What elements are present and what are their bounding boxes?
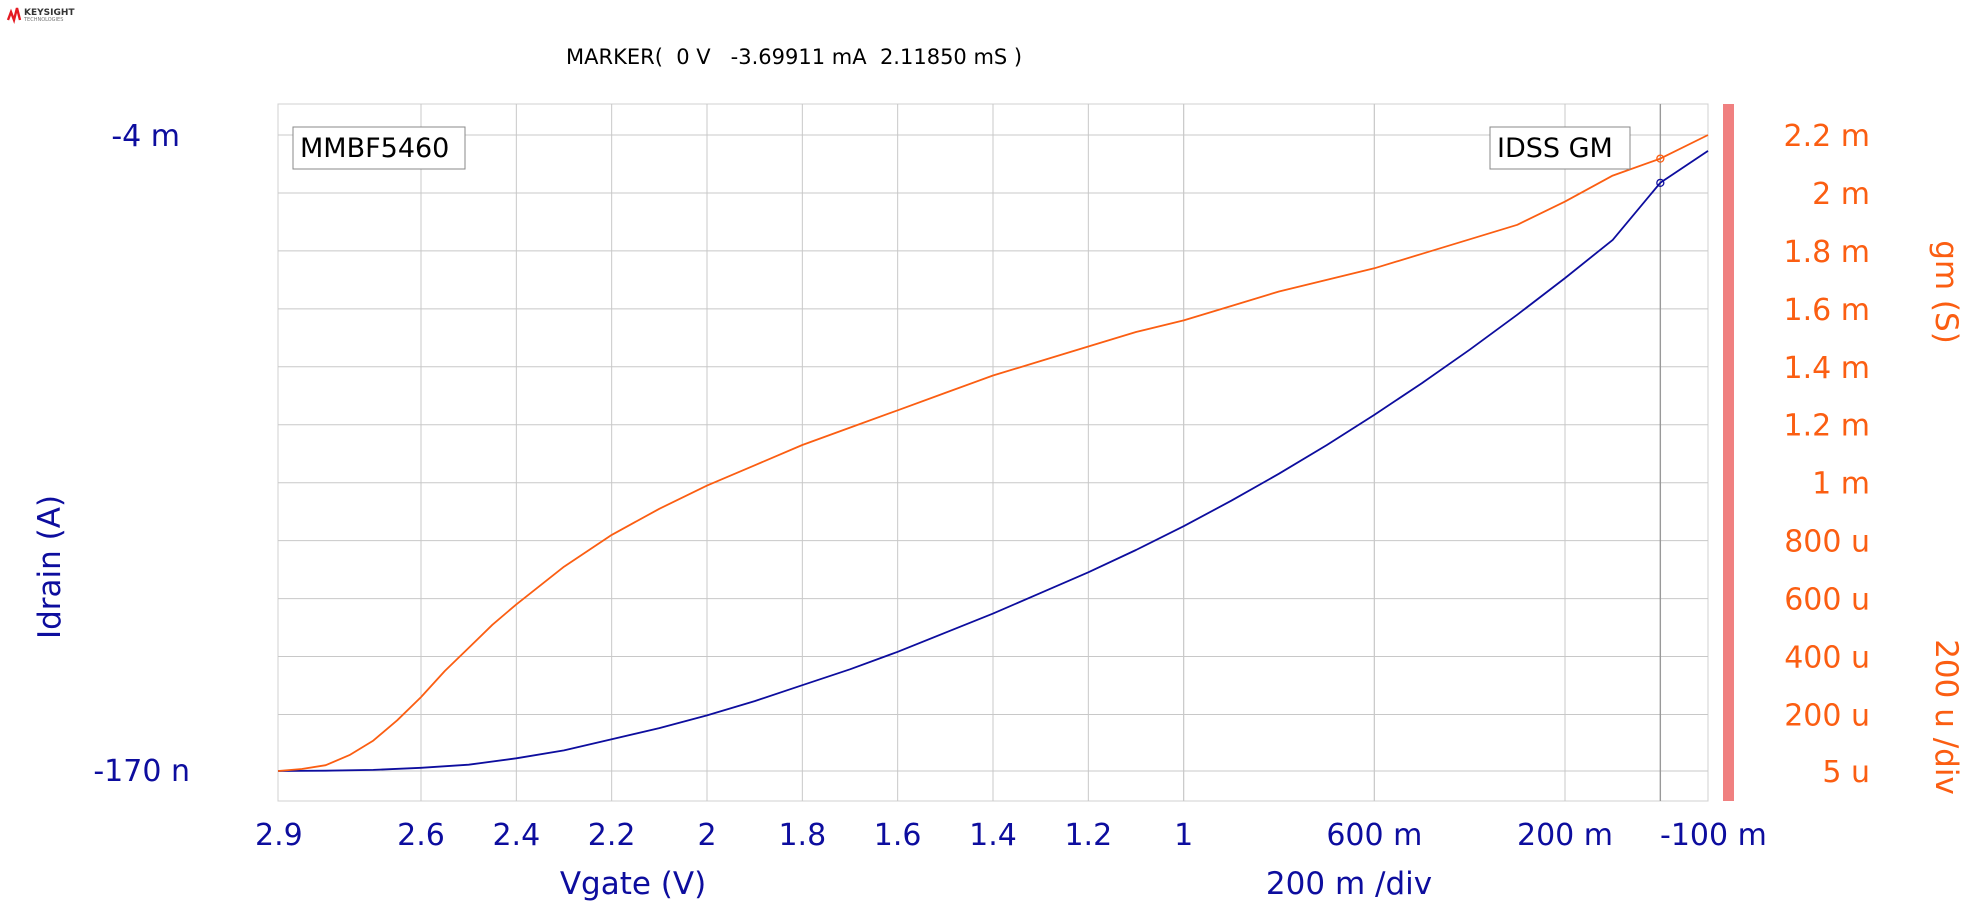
y-right-tick-label: 5 u xyxy=(1822,755,1870,790)
x-tick-label: 2.4 xyxy=(492,818,540,853)
grid xyxy=(278,104,1708,801)
series-line-gm xyxy=(277,134,1709,772)
x-tick-label: 2 xyxy=(697,818,716,853)
device-label: MMBF5460 xyxy=(300,133,449,164)
x-tick-label: 1 xyxy=(1174,818,1193,853)
x-tick-label: 200 m xyxy=(1517,818,1613,853)
x-tick-label: -100 m xyxy=(1660,818,1767,853)
series-line-idrain xyxy=(277,150,1709,772)
keysight-logo: KEYSIGHT TECHNOLOGIES xyxy=(6,7,75,25)
y-right-tick-label: 800 u xyxy=(1784,525,1870,560)
gm-marker-point[interactable] xyxy=(1656,154,1665,163)
x-tick-label: 1.2 xyxy=(1064,818,1112,853)
x-tick-label: 1.8 xyxy=(778,818,826,853)
y-right-tick-label: 1.6 m xyxy=(1784,293,1870,328)
y-left-top-label: -4 m xyxy=(111,119,180,154)
y-left-bottom-label: -170 n xyxy=(93,754,190,789)
y-right-tick-labels: 2.2 m 2 m 1.8 m 1.6 m 1.4 m 1.2 m 1 m 800 u 600 … xyxy=(1784,119,1870,790)
idrain-marker-point[interactable] xyxy=(1656,178,1665,187)
right-scale-bar xyxy=(1723,104,1734,801)
x-tick-label: 1.6 xyxy=(874,818,922,853)
marker-readout: MARKER( 0 V -3.69911 mA 2.11850 mS ) xyxy=(566,45,1022,69)
y-right-tick-label: 1.8 m xyxy=(1784,235,1870,270)
y-right-tick-label: 600 u xyxy=(1784,583,1870,618)
x-tick-label: 2.2 xyxy=(588,818,636,853)
trace-label-box: IDSS GM xyxy=(1489,126,1631,170)
y-right-tick-label: 2 m xyxy=(1812,177,1870,212)
y-right-axis-label: gm (S) xyxy=(1928,240,1964,344)
y-right-div-label: 200 u /div xyxy=(1928,639,1964,795)
y-right-tick-label: 1 m xyxy=(1812,467,1870,502)
keysight-wave-icon xyxy=(6,7,22,25)
device-label-box: MMBF5460 xyxy=(292,126,466,170)
x-tick-label: 2.6 xyxy=(397,818,445,853)
y-left-axis-label: Idrain (A) xyxy=(32,495,68,639)
x-tick-label: 600 m xyxy=(1326,818,1422,853)
x-axis-label: Vgate (V) xyxy=(560,866,706,902)
trace-label: IDSS GM xyxy=(1497,133,1613,164)
x-tick-label: 2.9 xyxy=(255,818,303,853)
logo-sub: TECHNOLOGIES xyxy=(23,17,63,23)
y-right-tick-label: 2.2 m xyxy=(1784,119,1870,154)
series-group xyxy=(277,134,1709,772)
x-tick-label: 1.4 xyxy=(969,818,1017,853)
y-right-tick-label: 1.4 m xyxy=(1784,351,1870,386)
y-right-tick-label: 400 u xyxy=(1784,641,1870,676)
y-right-tick-label: 1.2 m xyxy=(1784,409,1870,444)
x-tick-labels: 2.9 2.6 2.4 2.2 2 1.8 1.6 1.4 1.2 1 600 m 200 m -100… xyxy=(255,818,1767,853)
x-div-label: 200 m /div xyxy=(1266,866,1432,902)
y-right-tick-label: 200 u xyxy=(1784,698,1870,733)
logo-name: KEYSIGHT xyxy=(24,8,75,18)
